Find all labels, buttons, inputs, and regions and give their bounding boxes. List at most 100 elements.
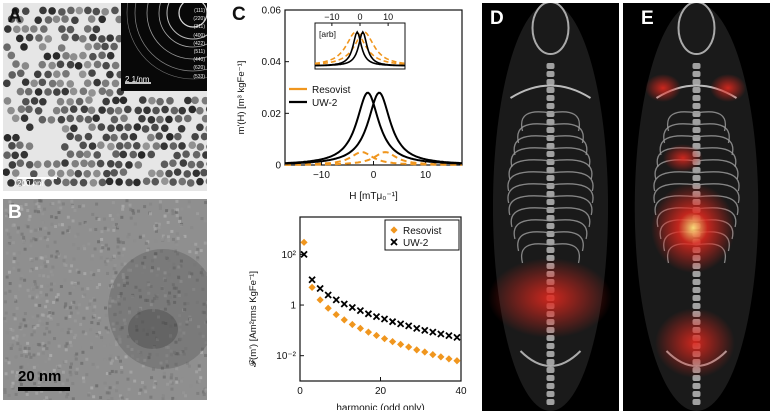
point-1-12 bbox=[396, 320, 405, 328]
point-1-5 bbox=[340, 300, 348, 308]
point-1-0 bbox=[300, 250, 308, 259]
legend-marker-0 bbox=[390, 226, 398, 234]
point-0-18 bbox=[445, 355, 453, 363]
y-tick-label-0: 0 bbox=[275, 161, 281, 172]
point-1-10 bbox=[380, 315, 389, 323]
point-0-13 bbox=[405, 343, 413, 351]
y-tick-label-1: 1 bbox=[290, 301, 296, 312]
y-axis-label: 𝓕(m') [Am²rms KgFe⁻¹] bbox=[248, 271, 259, 367]
point-1-11 bbox=[388, 318, 397, 326]
point-1-17 bbox=[437, 330, 445, 338]
point-1-13 bbox=[405, 322, 413, 330]
point-0-9 bbox=[372, 331, 381, 340]
inset-tick-label-2: 10 bbox=[383, 12, 393, 22]
ring-index-8: (533) bbox=[193, 73, 205, 80]
scale-bar-b-label: 20 nm bbox=[18, 368, 62, 385]
point-0-15 bbox=[421, 348, 429, 356]
y-tick-label-3: 0.06 bbox=[262, 6, 282, 17]
point-0-4 bbox=[332, 310, 340, 319]
point-0-7 bbox=[356, 324, 364, 332]
point-0-11 bbox=[388, 337, 397, 346]
point-0-10 bbox=[380, 335, 389, 343]
x-tick-label-2: 10 bbox=[420, 170, 432, 181]
shoulder bbox=[509, 84, 592, 99]
panel-label-e: E bbox=[641, 8, 654, 29]
inset-line-0b bbox=[314, 31, 406, 65]
point-0-16 bbox=[429, 351, 437, 359]
legend-marker-1 bbox=[390, 238, 398, 246]
panel-label-b: B bbox=[8, 202, 22, 223]
panel-a-tem-image: (111) (220) (311) (400) (422) (511) (440) (620)… bbox=[3, 3, 207, 191]
legend-box bbox=[384, 219, 460, 251]
x-tick-label-1: 20 bbox=[375, 386, 387, 397]
skull bbox=[677, 3, 716, 55]
hrtem-texture bbox=[3, 199, 207, 400]
scale-bar-a bbox=[17, 177, 57, 179]
point-0-8 bbox=[364, 328, 373, 336]
point-0-14 bbox=[413, 346, 421, 354]
signal-region-2 bbox=[710, 74, 746, 102]
point-1-6 bbox=[348, 303, 356, 312]
point-1-2 bbox=[316, 284, 324, 293]
pelvis bbox=[519, 350, 582, 367]
ring-index-list: (111) (220) (311) (400) (422) (511) (440) (620)… bbox=[193, 7, 205, 81]
skeleton-with-signal-e bbox=[634, 3, 759, 411]
x-tick-label-0: 0 bbox=[297, 386, 303, 397]
panel-label-d: D bbox=[490, 8, 504, 29]
x-axis-label: harmonic (odd only) bbox=[336, 403, 424, 410]
inset-scale-bar: 2 1/nm bbox=[125, 75, 150, 84]
ring-index-3: (400) bbox=[193, 32, 205, 39]
chart-harmonics: 0 20 40 10⁻² 1 10² harmonic (odd only) 𝓕(m') [A… bbox=[248, 216, 467, 410]
chart-magnetization: −10 0 10 0 0.02 0.04 0.06 H [mTμ₀⁻¹] m'(H) [m³ k… bbox=[236, 6, 463, 202]
point-0-1 bbox=[308, 283, 316, 291]
x-tick-label-1: 0 bbox=[371, 170, 377, 181]
point-1-4 bbox=[332, 296, 340, 304]
point-0-3 bbox=[324, 304, 332, 312]
point-1-1 bbox=[308, 276, 316, 284]
ring-index-1: (220) bbox=[193, 16, 205, 23]
signal-region-4 bbox=[655, 308, 735, 378]
signal-region-3 bbox=[663, 144, 703, 172]
point-0-5 bbox=[340, 316, 348, 324]
ring-index-2: (311) bbox=[193, 24, 205, 31]
panel-label-c: C bbox=[232, 4, 246, 25]
legend-label-1: UW-2 bbox=[312, 98, 338, 109]
cluster-core bbox=[128, 309, 178, 349]
point-1-18 bbox=[445, 331, 453, 340]
inset-tick-label-1: 0 bbox=[357, 12, 362, 22]
skeleton-with-signal-d bbox=[488, 3, 612, 411]
point-1-7 bbox=[356, 307, 365, 315]
nanoparticle-cluster bbox=[108, 249, 207, 369]
y-tick-label-2: 0.04 bbox=[262, 57, 282, 68]
inset-frame bbox=[314, 22, 406, 70]
inset-tick-label-0: −10 bbox=[324, 12, 339, 22]
x-axis-label: H [mTμ₀⁻¹] bbox=[349, 191, 398, 202]
point-1-9 bbox=[372, 312, 381, 321]
diffraction-inset: (111) (220) (311) (400) (422) (511) (440) (620)… bbox=[121, 3, 207, 91]
scale-bar-b bbox=[18, 387, 70, 391]
panel-e-mpi-image: E bbox=[623, 3, 770, 411]
ring-index-4: (422) bbox=[193, 40, 205, 47]
x-tick-label-0: −10 bbox=[313, 170, 330, 181]
x-tick-label-2: 40 bbox=[455, 386, 467, 397]
point-0-0 bbox=[300, 238, 308, 246]
point-1-8 bbox=[364, 310, 373, 318]
point-1-14 bbox=[413, 324, 421, 332]
y-axis-label: m'(H) [m³ kgFe⁻¹] bbox=[236, 61, 247, 135]
panel-label-a: A bbox=[8, 6, 22, 27]
hrtem-speckle bbox=[3, 199, 207, 400]
scale-bar-a-label: 200 nm bbox=[17, 179, 44, 188]
inset-line-1b bbox=[315, 30, 405, 67]
point-0-6 bbox=[348, 320, 356, 329]
point-1-16 bbox=[429, 328, 437, 336]
skeleton bbox=[492, 3, 609, 411]
y-tick-label-2: 10² bbox=[282, 250, 297, 261]
point-0-2 bbox=[316, 296, 324, 304]
panel-d-mpi-image: D bbox=[482, 3, 619, 411]
point-1-15 bbox=[421, 326, 429, 334]
ring-index-7: (620) bbox=[193, 65, 205, 72]
skull bbox=[531, 3, 570, 55]
nanoparticles bbox=[3, 6, 207, 187]
legend-label-0: Resovist bbox=[403, 226, 442, 237]
point-0-17 bbox=[437, 353, 445, 361]
